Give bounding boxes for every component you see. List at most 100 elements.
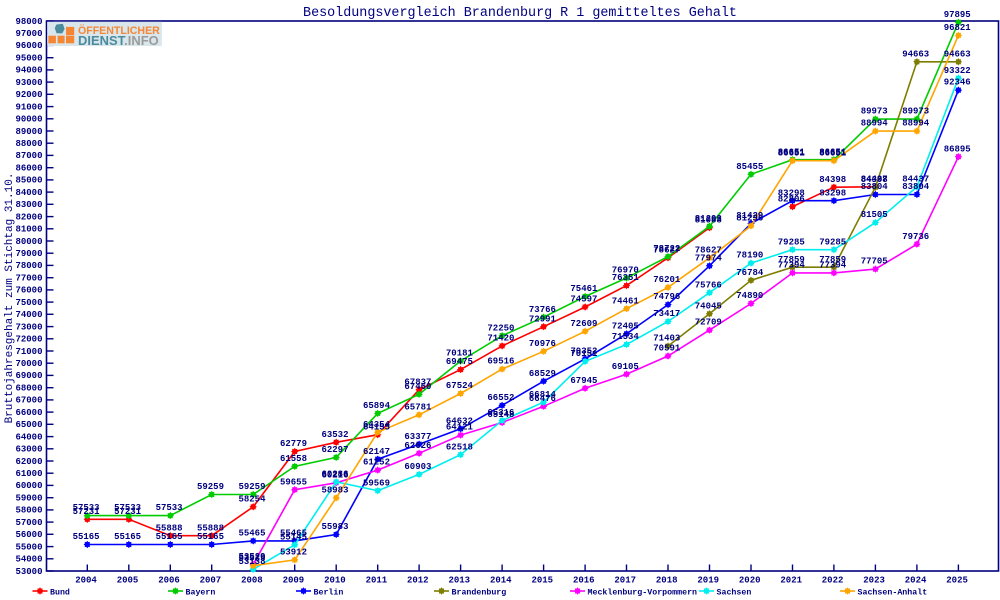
svg-text:72250: 72250	[487, 323, 514, 333]
svg-text:81236: 81236	[736, 214, 763, 224]
svg-text:84398: 84398	[861, 175, 888, 185]
svg-text:65000: 65000	[15, 420, 42, 430]
svg-text:62000: 62000	[15, 457, 42, 467]
svg-text:55165: 55165	[156, 532, 183, 542]
svg-text:66814: 66814	[529, 390, 557, 400]
svg-text:67945: 67945	[570, 376, 597, 386]
svg-text:60216: 60216	[321, 470, 348, 480]
svg-text:53000: 53000	[15, 567, 42, 577]
svg-text:62626: 62626	[404, 441, 431, 451]
svg-text:65148: 65148	[487, 410, 514, 420]
svg-text:79000: 79000	[15, 249, 42, 259]
svg-text:64354: 64354	[363, 420, 391, 430]
svg-text:2016: 2016	[573, 576, 595, 586]
svg-text:60000: 60000	[15, 481, 42, 491]
svg-text:55165: 55165	[197, 532, 224, 542]
svg-text:74045: 74045	[695, 301, 722, 311]
svg-text:76784: 76784	[736, 268, 764, 278]
svg-text:2021: 2021	[780, 576, 802, 586]
svg-text:78627: 78627	[695, 245, 722, 255]
svg-text:74461: 74461	[612, 296, 640, 306]
svg-text:2008: 2008	[241, 576, 263, 586]
svg-text:82000: 82000	[15, 212, 42, 222]
svg-text:55145: 55145	[280, 532, 307, 542]
svg-text:67000: 67000	[15, 396, 42, 406]
svg-text:57231: 57231	[114, 507, 142, 517]
svg-text:68529: 68529	[529, 369, 556, 379]
svg-text:2005: 2005	[117, 576, 139, 586]
svg-text:63377: 63377	[404, 432, 431, 442]
svg-text:57231: 57231	[73, 507, 101, 517]
svg-text:72709: 72709	[695, 318, 722, 328]
svg-text:62297: 62297	[321, 445, 348, 455]
svg-text:65316: 65316	[487, 408, 514, 418]
svg-text:DIENST.INFO: DIENST.INFO	[78, 33, 159, 48]
svg-text:95000: 95000	[15, 54, 42, 64]
svg-text:58983: 58983	[321, 486, 348, 496]
svg-text:79285: 79285	[819, 237, 846, 247]
svg-text:78000: 78000	[15, 261, 42, 271]
svg-text:2010: 2010	[324, 576, 346, 586]
svg-text:70591: 70591	[653, 344, 681, 354]
svg-text:72405: 72405	[612, 321, 639, 331]
svg-text:71000: 71000	[15, 347, 42, 357]
svg-text:77974: 77974	[695, 253, 723, 263]
svg-text:70352: 70352	[570, 347, 597, 357]
svg-text:78190: 78190	[736, 251, 763, 261]
svg-text:83000: 83000	[15, 200, 42, 210]
svg-text:61252: 61252	[363, 458, 390, 468]
svg-text:97895: 97895	[944, 10, 971, 20]
svg-text:66000: 66000	[15, 408, 42, 418]
svg-text:71420: 71420	[487, 334, 514, 344]
svg-text:88994: 88994	[902, 119, 930, 129]
svg-text:64000: 64000	[15, 432, 42, 442]
svg-text:2020: 2020	[739, 576, 761, 586]
svg-text:67837: 67837	[404, 377, 431, 387]
svg-text:55165: 55165	[73, 532, 100, 542]
svg-text:Brandenburg: Brandenburg	[452, 588, 507, 598]
svg-text:75766: 75766	[695, 280, 722, 290]
svg-text:81000: 81000	[15, 225, 42, 235]
svg-text:64155: 64155	[363, 422, 390, 432]
svg-text:59259: 59259	[238, 482, 265, 492]
svg-text:77394: 77394	[819, 261, 847, 271]
svg-text:88000: 88000	[15, 139, 42, 149]
svg-text:2018: 2018	[656, 576, 678, 586]
svg-text:2023: 2023	[863, 576, 885, 586]
svg-text:2017: 2017	[614, 576, 636, 586]
svg-text:88994: 88994	[861, 119, 889, 129]
svg-text:74597: 74597	[570, 295, 597, 305]
svg-text:81429: 81429	[736, 211, 763, 221]
svg-text:2015: 2015	[531, 576, 553, 586]
svg-text:83804: 83804	[861, 182, 889, 192]
svg-text:Bayern: Bayern	[186, 589, 216, 598]
svg-text:87000: 87000	[15, 151, 42, 161]
svg-text:70000: 70000	[15, 359, 42, 369]
svg-text:69105: 69105	[612, 362, 639, 372]
svg-text:81088: 81088	[695, 215, 722, 225]
svg-text:86651: 86651	[819, 147, 847, 157]
svg-text:94663: 94663	[944, 49, 971, 59]
svg-text:69000: 69000	[15, 371, 42, 381]
svg-text:92000: 92000	[15, 90, 42, 100]
svg-text:86651: 86651	[778, 148, 806, 158]
svg-text:60286: 60286	[321, 470, 348, 480]
svg-text:93000: 93000	[15, 78, 42, 88]
svg-text:55888: 55888	[197, 523, 224, 533]
svg-text:84398: 84398	[819, 175, 846, 185]
svg-text:60903: 60903	[404, 462, 431, 472]
svg-text:59569: 59569	[363, 478, 390, 488]
svg-text:2025: 2025	[946, 576, 968, 586]
svg-text:77859: 77859	[819, 255, 846, 265]
svg-text:86000: 86000	[15, 164, 42, 174]
svg-text:53529: 53529	[238, 552, 265, 562]
svg-text:Besoldungsvergleich Brandenbur: Besoldungsvergleich Brandenburg R 1 gemi…	[303, 6, 737, 21]
svg-text:65894: 65894	[363, 401, 391, 411]
svg-text:57533: 57533	[114, 503, 141, 513]
svg-text:96821: 96821	[944, 23, 972, 33]
svg-text:Bund: Bund	[50, 588, 70, 598]
svg-text:84000: 84000	[15, 188, 42, 198]
svg-text:63000: 63000	[15, 445, 42, 455]
svg-text:89973: 89973	[902, 107, 929, 117]
svg-text:53912: 53912	[280, 548, 307, 558]
